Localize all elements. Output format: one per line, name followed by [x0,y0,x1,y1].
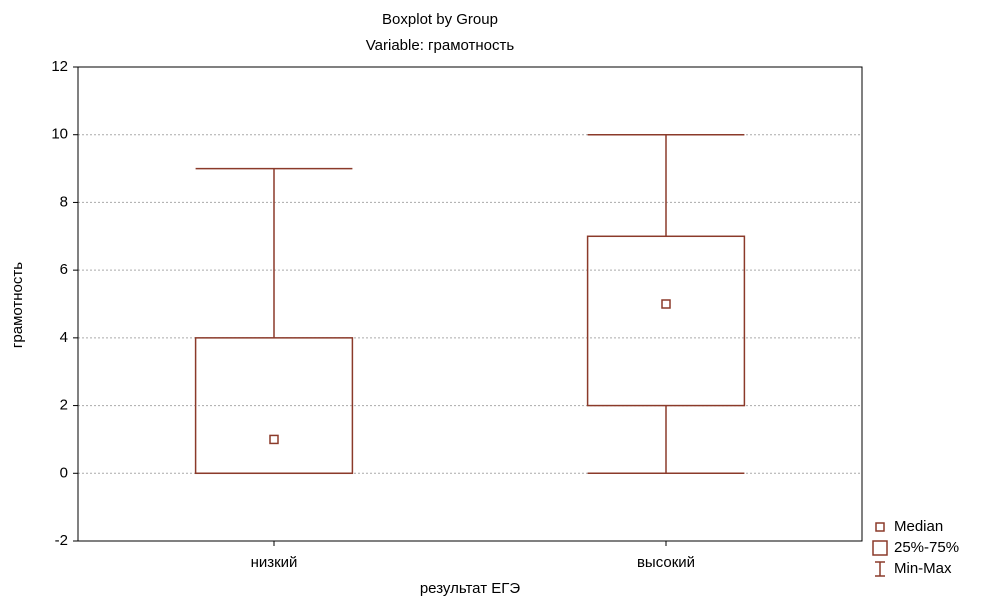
chart-subtitle: Variable: грамотность [366,37,515,54]
y-tick-label: 4 [60,329,68,346]
median [661,299,671,309]
y-tick-label: 8 [60,193,68,210]
y-tick-label: 10 [51,126,68,143]
x-axis-label: результат ЕГЭ [420,580,521,596]
plot-frame [77,66,863,542]
x-tick-label: низкий [251,554,298,571]
y-axis-label: грамотность [9,262,26,348]
legend-label: Min-Max [894,560,952,577]
box [194,337,354,475]
x-tick-label: высокий [637,554,695,571]
y-tick-label: -2 [55,532,68,549]
legend-label: 25%-75% [894,539,959,556]
chart-title: Boxplot by Group [382,11,498,28]
y-tick-label: 2 [60,397,68,414]
legend-label: Median [894,518,943,535]
y-tick-label: 6 [60,261,68,278]
y-tick-label: 0 [60,464,68,481]
legend-box-icon [872,540,888,556]
median [269,434,279,445]
box [586,235,746,407]
y-tick-label: 12 [51,58,68,75]
legend-median-icon [875,522,885,532]
